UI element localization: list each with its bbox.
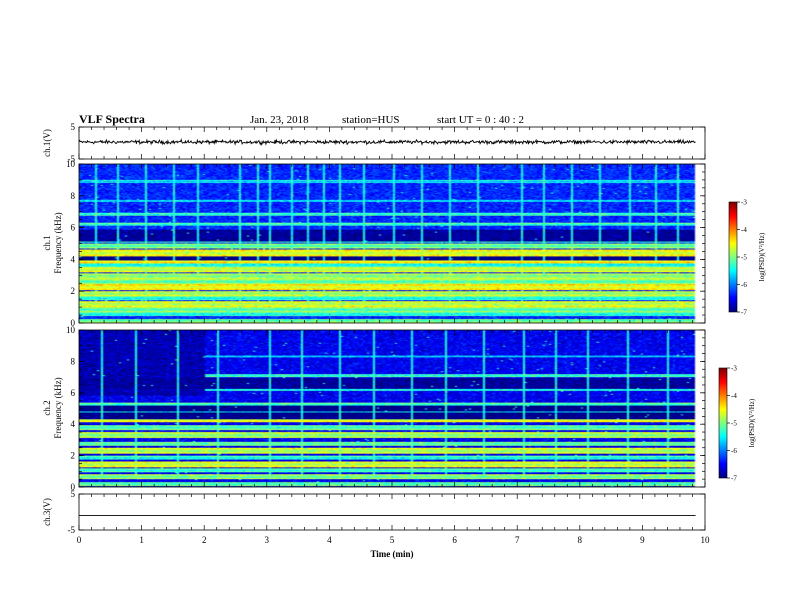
ch1-waveform-xticks: [78, 127, 706, 159]
date-label: Jan. 23, 2018: [250, 114, 309, 126]
ch3-waveform-panel: 5 -5 ch.3(V) 0 1 2 3 4 5 6 7 8 9 10 Time (min): [42, 489, 710, 559]
y-tick-label: 4: [71, 254, 76, 264]
colorbar-tick-label: -3: [731, 365, 737, 373]
ch1-waveform-panel: 5 -5 ch.1(V): [42, 122, 706, 164]
ch1-spectrogram-yticks: 0 2 4 6 8 10: [66, 159, 705, 328]
colorbar-tick-label: -7: [741, 309, 747, 317]
colorbar-tick-label: -3: [741, 199, 747, 207]
ch1-spectrogram-image: [79, 164, 705, 323]
x-tick-label: 5: [390, 535, 395, 545]
time-axis-tick-labels: 0 1 2 3 4 5 6 7 8 9 10: [77, 535, 710, 545]
ch2-spectrogram-xticks: [78, 330, 706, 487]
ch1-waveform-ylabel: ch.1(V): [42, 129, 52, 157]
x-tick-label: 0: [77, 535, 82, 545]
colorbar-tick-label: -4: [731, 392, 737, 400]
y-tick-label: 4: [71, 419, 76, 429]
x-tick-label: 3: [265, 535, 270, 545]
ch2-colorbar: -3 -4 -5 -6 -7 log(PSD)(V²/Hz): [718, 365, 756, 483]
x-tick-label: 9: [640, 535, 645, 545]
y-tick-label: -5: [68, 154, 76, 164]
ch3-waveform-ylabel: ch.3(V): [42, 498, 52, 526]
y-tick-label: 6: [71, 223, 76, 233]
y-tick-label: 6: [71, 388, 76, 398]
ch1-frequency-axis-label: Frequency (kHz): [53, 212, 63, 273]
y-tick-label: 2: [71, 286, 76, 296]
ch1-waveform-trace: [78, 138, 696, 146]
ch1-colorbar: -3 -4 -5 -6 -7 log(PSD)(V²/Hz): [728, 199, 766, 317]
colorbar-tick-label: -7: [731, 475, 737, 483]
colorbar-tick-label: -5: [731, 420, 737, 428]
colorbar-tick-label: -5: [741, 254, 747, 262]
ch1-colorbar-ticks: -3 -4 -5 -6 -7: [737, 199, 747, 317]
ch2-colorbar-label: log(PSD)(V²/Hz): [748, 398, 756, 447]
ch1-spectrogram-ylabel: ch.1: [42, 235, 52, 250]
x-tick-label: 2: [202, 535, 207, 545]
y-tick-label: 8: [71, 356, 76, 366]
x-tick-label: 7: [515, 535, 520, 545]
colorbar-gradient: [719, 368, 727, 478]
ch1-spectrogram-xticks: [78, 164, 706, 323]
y-tick-label: 10: [66, 159, 76, 169]
station-label: station=HUS: [342, 114, 400, 126]
ch2-spectrogram-image: [79, 330, 705, 487]
y-tick-label: 8: [71, 191, 76, 201]
y-tick-label: 0: [71, 318, 76, 328]
colorbar-tick-label: -6: [741, 281, 747, 289]
y-tick-label: 0: [71, 482, 76, 492]
ch2-colorbar-ticks: -3 -4 -5 -6 -7: [727, 365, 737, 483]
y-tick-label: 5: [71, 122, 76, 132]
y-tick-label: -5: [68, 525, 76, 535]
ch1-colorbar-label: log(PSD)(V²/Hz): [758, 232, 766, 281]
figure-title: VLF Spectra: [79, 112, 145, 126]
colorbar-tick-label: -6: [731, 447, 737, 455]
time-axis-label: Time (min): [370, 549, 413, 559]
ch2-spectrogram-panel: 0 2 4 6 8 10 ch.2 Frequency (kHz): [42, 325, 706, 492]
ch3-waveform-yticks: 5 -5: [68, 489, 705, 535]
ch2-spectrogram-ylabel: ch.2: [42, 400, 52, 415]
x-tick-label: 10: [701, 535, 711, 545]
ch2-spectrogram-yticks: 0 2 4 6 8 10: [66, 325, 705, 492]
ch3-waveform-frame: [78, 493, 706, 531]
start-time-label: start UT = 0 : 40 : 2: [437, 114, 524, 126]
ch1-spectrogram-panel: 0 2 4 6 8 10 ch.1 Frequency (kHz): [42, 159, 706, 328]
y-tick-label: 2: [71, 451, 76, 461]
ch1-waveform-yticks: 5 -5: [68, 122, 705, 164]
y-tick-label: 5: [71, 489, 76, 499]
x-tick-label: 1: [139, 535, 144, 545]
ch3-waveform-xticks: [78, 494, 706, 530]
colorbar-tick-label: -4: [741, 226, 747, 234]
ch2-frequency-axis-label: Frequency (kHz): [53, 377, 63, 438]
x-tick-label: 4: [327, 535, 332, 545]
x-tick-label: 8: [578, 535, 583, 545]
x-tick-label: 6: [452, 535, 457, 545]
y-tick-label: 10: [66, 325, 76, 335]
colorbar-gradient: [729, 202, 737, 312]
